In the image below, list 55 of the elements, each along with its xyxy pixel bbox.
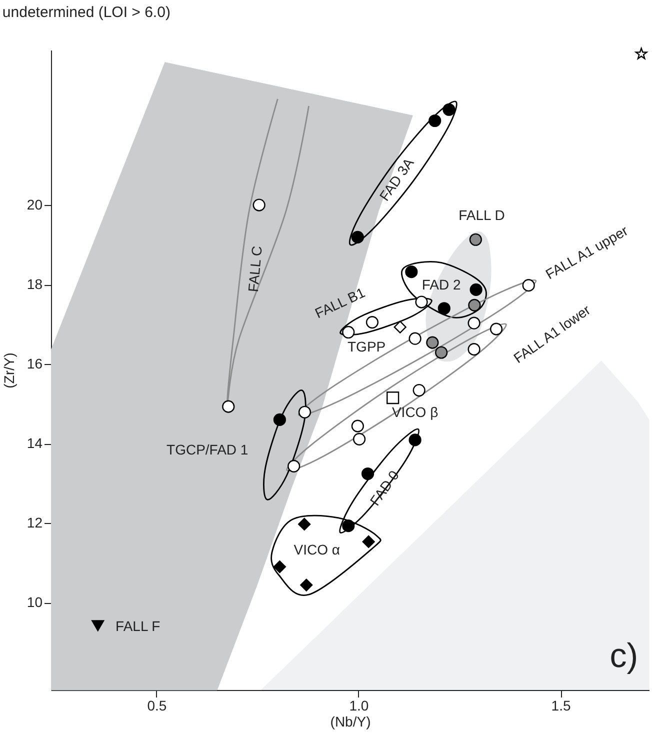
point xyxy=(468,316,480,330)
point xyxy=(442,103,456,116)
x-axis-title: (Nb/Y) xyxy=(330,714,371,730)
point xyxy=(386,392,400,404)
y-tick-label: 16 xyxy=(26,356,43,372)
point xyxy=(408,332,422,345)
y-tick-label: 14 xyxy=(26,435,43,452)
x-tick-label: 0.5 xyxy=(147,698,167,714)
point xyxy=(222,400,235,413)
point xyxy=(435,346,448,359)
annotation: VICO β xyxy=(392,404,438,420)
point xyxy=(351,230,364,244)
point xyxy=(408,434,422,446)
annotation: TGPP xyxy=(348,338,386,355)
x-tick-label: 1.0 xyxy=(349,698,369,714)
point xyxy=(361,467,374,480)
annotation: TGCP/FAD 1 xyxy=(166,442,248,458)
annotation: VICO α xyxy=(294,541,340,558)
point xyxy=(438,302,450,315)
point xyxy=(342,520,355,532)
annotation: FALL C xyxy=(244,245,265,293)
point xyxy=(273,560,286,574)
y-tick-label: 18 xyxy=(26,276,43,292)
annotation: FAD 2 xyxy=(422,276,461,292)
point xyxy=(362,535,375,548)
point xyxy=(342,326,355,339)
point xyxy=(352,432,366,446)
point xyxy=(469,233,482,246)
point xyxy=(635,48,648,60)
point xyxy=(252,198,266,212)
point xyxy=(298,518,311,531)
point xyxy=(522,279,535,292)
y-tick-label: 10 xyxy=(26,594,43,610)
annotation: FALL F xyxy=(116,618,160,634)
point xyxy=(426,336,439,349)
point xyxy=(273,413,286,426)
point xyxy=(405,266,418,278)
annotation: FALL A1 upper xyxy=(542,222,631,282)
y-tick-label: 20 xyxy=(26,196,43,213)
annotation: FALL B1 xyxy=(312,284,368,322)
point xyxy=(428,114,442,128)
point xyxy=(468,298,481,312)
point xyxy=(300,578,313,592)
point xyxy=(92,620,104,632)
point xyxy=(490,322,503,336)
annotation: c) xyxy=(610,637,638,676)
y-axis-title: (Zr/Y) xyxy=(0,352,17,388)
x-tick-label: 1.5 xyxy=(551,698,571,714)
y-tick-label: 12 xyxy=(26,514,43,531)
point xyxy=(415,296,428,308)
point xyxy=(288,460,300,472)
point xyxy=(298,406,312,418)
chart-title: undetermined (LOI > 6.0) xyxy=(2,4,170,21)
point xyxy=(470,283,482,296)
annotation: FALL D xyxy=(458,206,505,223)
